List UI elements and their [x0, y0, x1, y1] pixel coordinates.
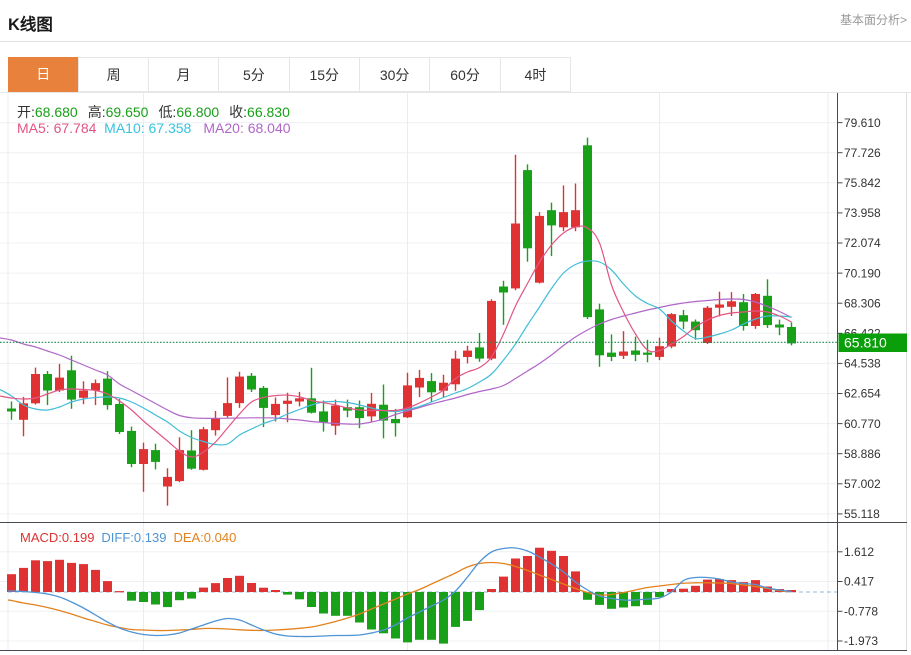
svg-text:62.654: 62.654: [844, 387, 881, 401]
svg-text:55.118: 55.118: [844, 507, 880, 521]
svg-text:57.002: 57.002: [844, 477, 881, 491]
svg-text:73.958: 73.958: [844, 206, 881, 220]
svg-text:1.612: 1.612: [844, 545, 874, 559]
svg-text:72.074: 72.074: [844, 236, 881, 250]
svg-text:65.810: 65.810: [844, 335, 887, 351]
svg-text:68.306: 68.306: [844, 296, 881, 310]
svg-text:75.842: 75.842: [844, 176, 881, 190]
svg-text:-1.973: -1.973: [844, 634, 878, 648]
svg-text:-0.778: -0.778: [844, 605, 878, 619]
svg-text:70.190: 70.190: [844, 266, 881, 280]
svg-text:58.886: 58.886: [844, 447, 881, 461]
svg-text:60.770: 60.770: [844, 417, 881, 431]
svg-text:77.726: 77.726: [844, 146, 881, 160]
svg-text:79.610: 79.610: [844, 116, 881, 130]
svg-text:0.417: 0.417: [844, 575, 874, 589]
svg-text:64.538: 64.538: [844, 357, 881, 371]
